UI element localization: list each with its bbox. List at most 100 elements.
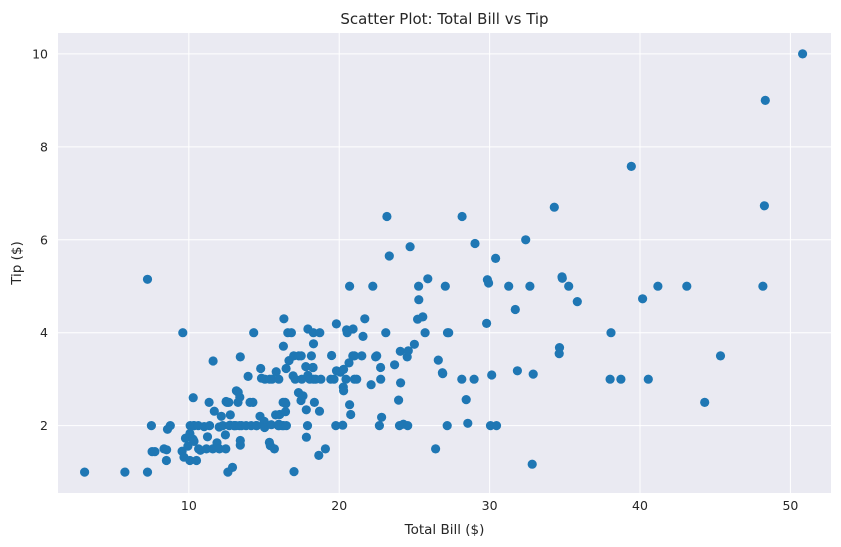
data-point	[349, 351, 359, 361]
data-point	[358, 331, 368, 341]
data-point	[306, 351, 316, 361]
y-tick-label: 10	[32, 46, 48, 61]
data-point	[442, 421, 452, 431]
data-point	[274, 374, 284, 384]
data-point	[281, 421, 291, 431]
data-point	[338, 420, 348, 430]
data-point	[256, 363, 266, 374]
data-point	[396, 378, 406, 388]
data-point	[281, 363, 291, 374]
data-point	[320, 444, 330, 454]
data-point	[527, 459, 537, 469]
data-point	[470, 238, 480, 249]
data-points	[80, 49, 808, 477]
data-point	[308, 362, 318, 373]
data-point	[150, 447, 160, 457]
data-point	[374, 421, 384, 431]
y-axis-label: Tip ($)	[9, 241, 25, 286]
data-point	[296, 351, 306, 361]
data-point	[345, 400, 355, 410]
data-point	[280, 407, 291, 417]
tick-labels: 10 20 30 40 50 2 4 6 8 10	[32, 46, 798, 513]
data-point	[271, 367, 281, 377]
data-point	[487, 370, 497, 380]
data-point	[225, 410, 235, 420]
data-point	[444, 328, 454, 338]
data-point	[315, 328, 325, 338]
x-tick-label: 10	[181, 498, 197, 513]
data-point	[572, 297, 582, 307]
data-point	[357, 351, 367, 361]
data-point	[346, 409, 356, 420]
data-point	[327, 350, 337, 361]
x-axis-label: Total Bill ($)	[404, 522, 485, 538]
data-point	[341, 374, 351, 384]
data-point	[368, 281, 378, 291]
data-point	[360, 314, 370, 324]
data-point	[301, 432, 311, 442]
data-point	[235, 392, 245, 402]
data-point	[142, 467, 153, 477]
data-point	[616, 374, 626, 384]
data-point	[638, 294, 648, 304]
data-point	[484, 278, 494, 288]
data-point	[227, 462, 238, 472]
data-point	[512, 366, 523, 376]
data-point	[760, 95, 770, 105]
data-point	[403, 346, 413, 356]
data-point	[218, 421, 228, 431]
data-point	[418, 312, 428, 322]
data-point	[80, 467, 90, 477]
data-point	[504, 281, 514, 291]
data-point	[161, 455, 171, 466]
data-point	[366, 380, 376, 390]
data-point	[142, 274, 153, 284]
data-point	[286, 328, 296, 338]
data-point	[682, 281, 692, 291]
data-point	[267, 374, 277, 384]
data-point	[235, 352, 245, 362]
data-point	[352, 374, 362, 384]
data-point	[235, 435, 245, 446]
data-point	[314, 450, 324, 460]
data-point	[345, 281, 355, 291]
data-point	[384, 251, 394, 261]
data-point	[243, 371, 253, 381]
data-point	[331, 319, 341, 329]
data-point	[316, 374, 326, 384]
data-point	[189, 436, 199, 446]
data-point	[302, 421, 313, 431]
data-point	[554, 343, 565, 353]
data-point	[221, 444, 231, 454]
y-tick-label: 2	[40, 418, 48, 433]
data-point	[248, 397, 258, 407]
data-point	[564, 281, 574, 291]
data-point	[482, 318, 492, 328]
data-point	[390, 360, 400, 370]
data-point	[314, 406, 325, 416]
x-tick-label: 50	[782, 498, 798, 513]
data-point	[201, 444, 211, 454]
data-point	[301, 405, 311, 415]
data-point	[120, 467, 130, 477]
data-point	[606, 328, 616, 338]
data-point	[381, 328, 391, 338]
data-point	[266, 420, 276, 430]
data-point	[269, 444, 279, 454]
data-point	[202, 432, 213, 442]
data-point	[605, 374, 615, 384]
data-point	[309, 397, 319, 407]
data-point	[491, 253, 501, 263]
data-point	[431, 444, 441, 454]
data-point	[278, 341, 288, 351]
data-point	[420, 328, 430, 338]
data-point	[409, 339, 419, 349]
data-point	[279, 314, 289, 324]
data-point	[643, 374, 653, 384]
data-point	[220, 430, 230, 440]
data-point	[653, 281, 663, 291]
data-point	[395, 346, 405, 356]
data-point	[331, 421, 341, 431]
